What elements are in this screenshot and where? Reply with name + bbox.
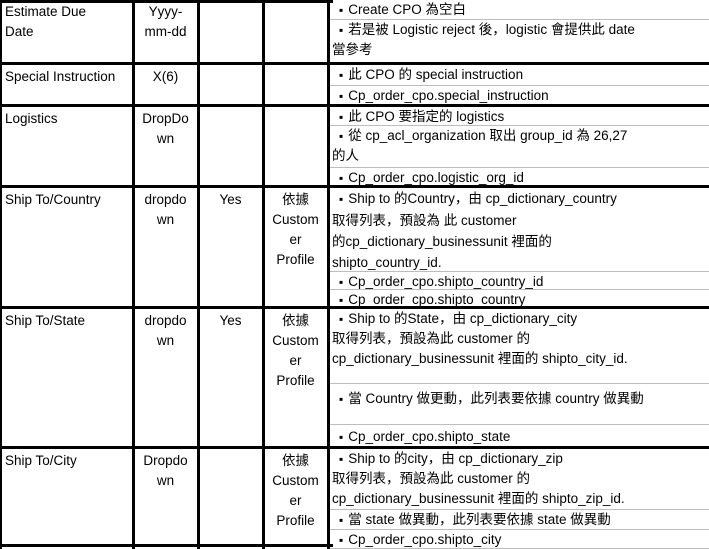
bullet-icon: ▪ xyxy=(339,110,344,124)
note-text: Cp_order_cpo.shipto_state xyxy=(348,429,511,444)
description-cell: ▪ Create CPO 為空白 ▪ 若是被 Logistic reject 後，l… xyxy=(330,0,709,62)
bullet-icon: ▪ xyxy=(339,275,344,289)
table-row-logistics: Logistics DropDo wn ▪ 此 CPO 要指定的 logistic… xyxy=(0,104,709,185)
format-cell[interactable]: Yyyy- mm-dd xyxy=(135,0,200,62)
required-cell[interactable] xyxy=(200,449,265,549)
source-cell[interactable] xyxy=(265,0,330,62)
bullet-icon: ▪ xyxy=(339,533,344,547)
note-text: 從 cp_acl_organization 取出 group_id 為 26,2… xyxy=(332,128,628,163)
note-text: Ship to 的Country，由 cp_dictionary_country… xyxy=(332,191,617,270)
source-cell[interactable]: 依據 Custom er Profile xyxy=(265,188,330,306)
note-text: Ship to 的State，由 cp_dictionary_city 取得列表… xyxy=(332,311,628,366)
note-text: 當 Country 做更動，此列表要依據 country 做異動 xyxy=(348,391,644,406)
note-item[interactable]: ▪ 當 Country 做更動，此列表要依據 country 做異動 xyxy=(330,384,709,425)
table-bottom-border xyxy=(0,544,333,547)
bullet-icon: ▪ xyxy=(339,68,344,82)
format-cell[interactable]: dropdo wn xyxy=(135,309,200,446)
format-cell[interactable]: DropDo wn xyxy=(135,107,200,185)
bullet-icon: ▪ xyxy=(339,89,344,103)
field-name-cell[interactable]: Estimate Due Date xyxy=(2,0,135,62)
note-text: 此 CPO 的 special instruction xyxy=(348,67,524,82)
note-item[interactable]: ▪ Ship to 的Country，由 cp_dictionary_countr… xyxy=(330,188,709,272)
table-row-special-instruction: Special Instruction X(6) ▪ 此 CPO 的 specia… xyxy=(0,62,709,104)
format-cell[interactable]: Dropdo wn xyxy=(135,449,200,549)
field-name-cell[interactable]: Special Instruction xyxy=(2,65,135,104)
required-cell[interactable] xyxy=(200,65,265,104)
table-row-ship-to-state: Ship To/State dropdo wn Yes 依據 Custom er… xyxy=(0,306,709,446)
note-item[interactable]: ▪ Ship to 的State，由 cp_dictionary_city 取得列… xyxy=(330,309,709,384)
bullet-icon: ▪ xyxy=(339,3,344,17)
note-text: Cp_order_cpo.shipto_city xyxy=(348,532,502,547)
note-item[interactable]: ▪ Ship to 的city，由 cp_dictionary_zip 取得列表，… xyxy=(330,449,709,510)
description-cell: ▪ 此 CPO 的 special instruction ▪ Cp_order_c… xyxy=(330,65,709,104)
format-cell[interactable]: X(6) xyxy=(135,65,200,104)
field-name-cell[interactable]: Ship To/State xyxy=(2,309,135,446)
source-cell[interactable]: 依據 Custom er Profile xyxy=(265,449,330,549)
note-item[interactable]: ▪ Cp_order_cpo.special_instruction xyxy=(330,86,709,104)
note-item[interactable]: ▪ 若是被 Logistic reject 後，logistic 會提供此 dat… xyxy=(330,20,709,62)
bullet-icon: ▪ xyxy=(339,312,344,326)
source-cell[interactable]: 依據 Custom er Profile xyxy=(265,309,330,446)
bullet-icon: ▪ xyxy=(339,23,344,37)
bullet-icon: ▪ xyxy=(339,171,344,185)
note-item[interactable]: ▪ 此 CPO 的 special instruction xyxy=(330,65,709,86)
source-cell[interactable] xyxy=(265,65,330,104)
description-cell: ▪ 此 CPO 要指定的 logistics ▪ 從 cp_acl_organiza… xyxy=(330,107,709,185)
table-row-ship-to-city: Ship To/City Dropdo wn 依據 Custom er Prof… xyxy=(0,446,709,549)
note-item[interactable]: ▪ 此 CPO 要指定的 logistics xyxy=(330,107,709,126)
note-item[interactable]: ▪ 當 state 做異動，此列表要依據 state 做異動 xyxy=(330,510,709,530)
bullet-icon: ▪ xyxy=(339,293,344,306)
required-cell[interactable]: Yes xyxy=(200,188,265,306)
bullet-icon: ▪ xyxy=(339,129,344,143)
required-cell[interactable] xyxy=(200,0,265,62)
bullet-icon: ▪ xyxy=(339,392,344,406)
table-row-ship-to-country: Ship To/Country dropdo wn Yes 依據 Custom … xyxy=(0,185,709,306)
field-name-cell[interactable]: Ship To/City xyxy=(2,449,135,549)
source-cell[interactable] xyxy=(265,107,330,185)
description-cell: ▪ Ship to 的State，由 cp_dictionary_city 取得列… xyxy=(330,309,709,446)
format-cell[interactable]: dropdo wn xyxy=(135,188,200,306)
table-row-estimate-due-date: Estimate Due Date Yyyy- mm-dd ▪ Create CP… xyxy=(0,0,709,62)
note-text: 此 CPO 要指定的 logistics xyxy=(348,109,505,124)
note-text: 若是被 Logistic reject 後，logistic 會提供此 date… xyxy=(332,22,635,57)
note-text: Cp_order_cpo.special_instruction xyxy=(348,88,549,103)
required-cell[interactable]: Yes xyxy=(200,309,265,446)
note-text: Create CPO 為空白 xyxy=(348,2,467,17)
field-name-cell[interactable]: Logistics xyxy=(2,107,135,185)
required-cell[interactable] xyxy=(200,107,265,185)
bullet-icon: ▪ xyxy=(339,192,344,206)
description-cell: ▪ Ship to 的Country，由 cp_dictionary_countr… xyxy=(330,188,709,306)
field-name-cell[interactable]: Ship To/Country xyxy=(2,188,135,306)
note-item[interactable]: ▪ Cp_order_cpo.shipto_country xyxy=(330,290,709,306)
note-text: Cp_order_cpo.shipto_country_id xyxy=(348,274,544,289)
note-item[interactable]: ▪ Create CPO 為空白 xyxy=(330,0,709,20)
note-item[interactable]: ▪ Cp_order_cpo.shipto_state xyxy=(330,425,709,446)
note-text: 當 state 做異動，此列表要依據 state 做異動 xyxy=(348,512,611,527)
description-cell: ▪ Ship to 的city，由 cp_dictionary_zip 取得列表，… xyxy=(330,449,709,549)
note-item[interactable]: ▪ 從 cp_acl_organization 取出 group_id 為 26,… xyxy=(330,126,709,168)
note-text: Ship to 的city，由 cp_dictionary_zip 取得列表，預… xyxy=(332,451,625,506)
note-item[interactable]: ▪ Cp_order_cpo.shipto_country_id xyxy=(330,272,709,290)
bullet-icon: ▪ xyxy=(339,513,344,527)
note-item[interactable]: ▪ Cp_order_cpo.shipto_city xyxy=(330,530,709,549)
note-text: Cp_order_cpo.shipto_country xyxy=(348,292,526,306)
table-top-border xyxy=(0,0,333,3)
bullet-icon: ▪ xyxy=(339,452,344,466)
note-item[interactable]: ▪ Cp_order_cpo.logistic_org_id xyxy=(330,168,709,185)
bullet-icon: ▪ xyxy=(339,430,344,444)
note-text: Cp_order_cpo.logistic_org_id xyxy=(348,170,524,185)
